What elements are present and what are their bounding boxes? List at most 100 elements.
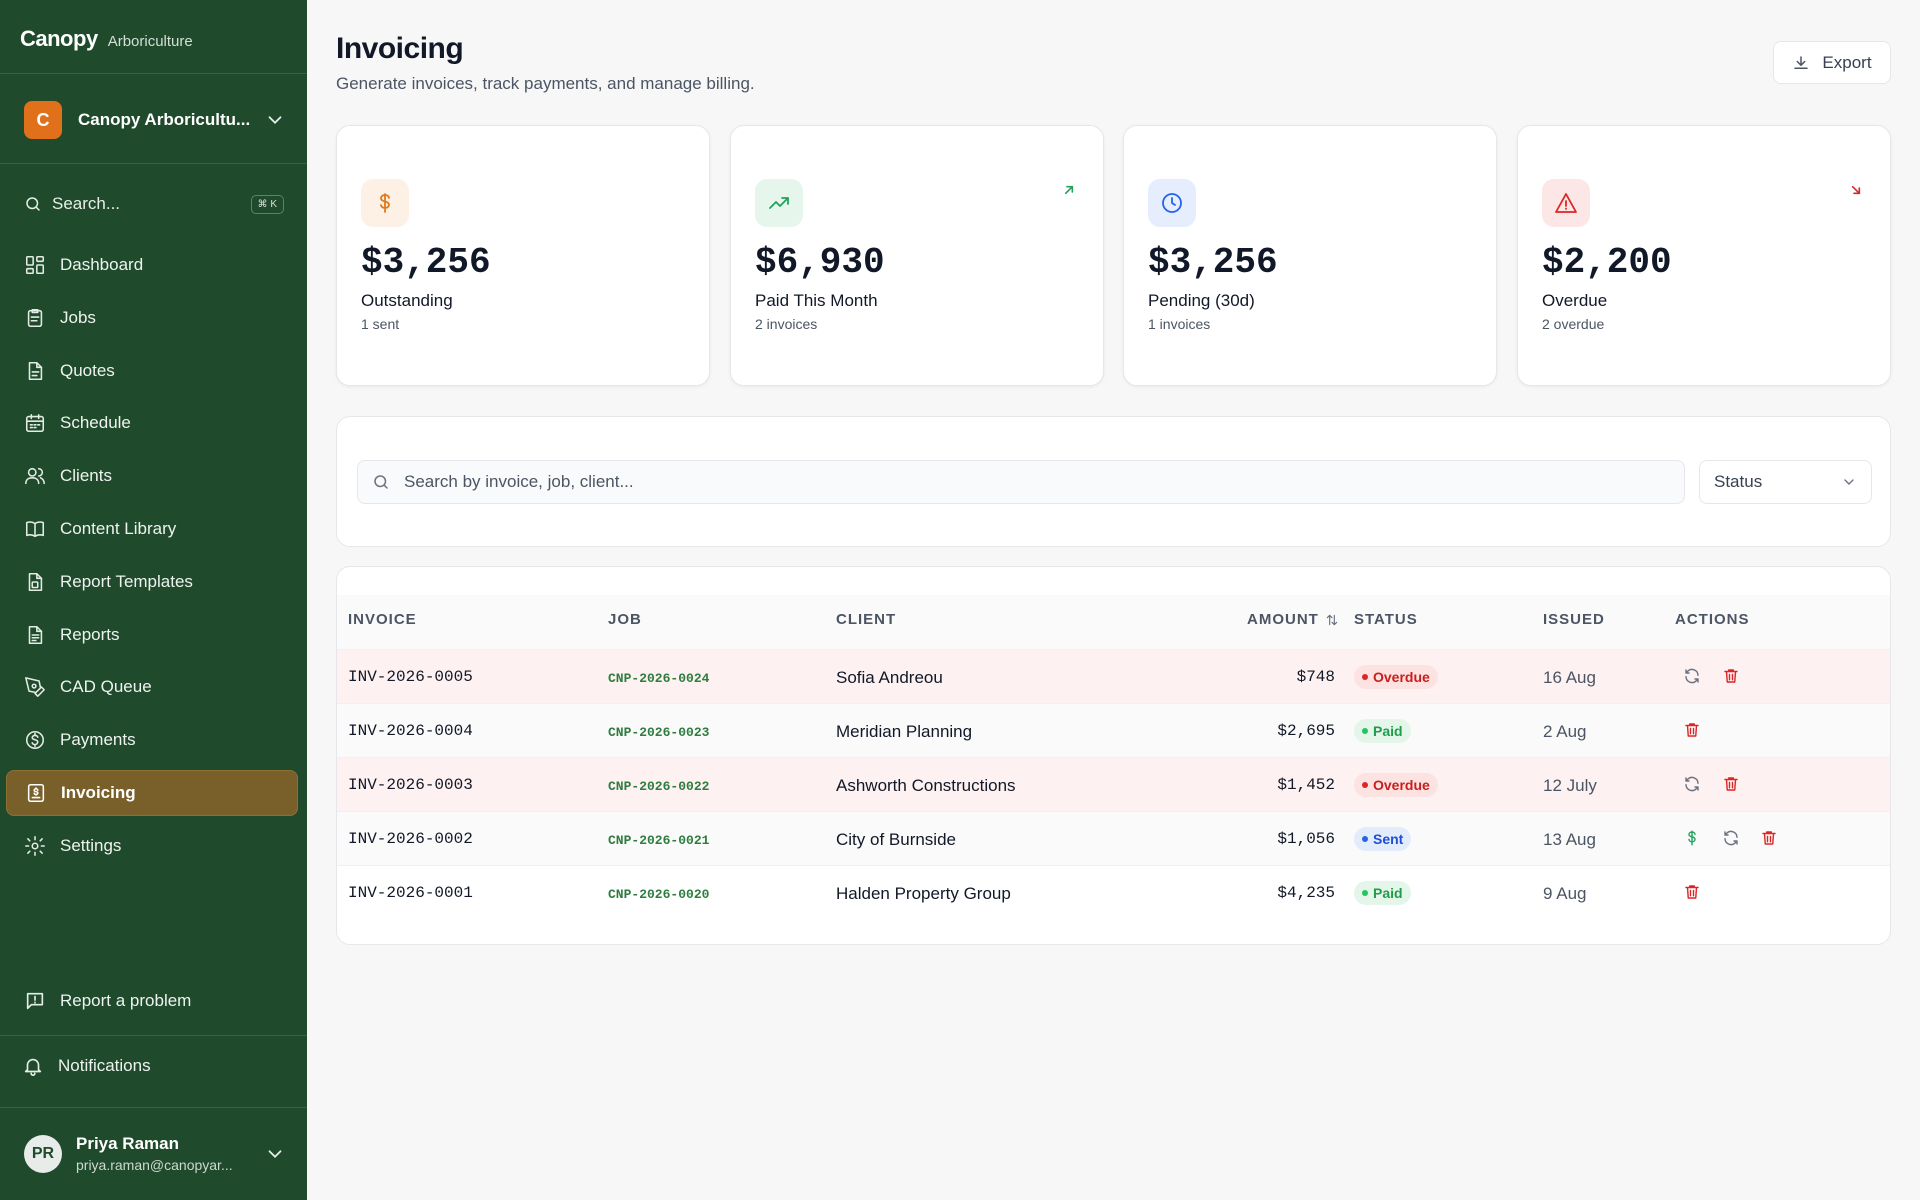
- user-email: priya.raman@canopyar...: [76, 1157, 233, 1173]
- chevron-down-icon: [1841, 474, 1857, 490]
- stat-value: $2,200: [1542, 242, 1672, 283]
- users-icon: [24, 465, 46, 487]
- user-menu[interactable]: PR Priya Raman priya.raman@canopyar...: [24, 1134, 286, 1173]
- status-badge-label: Overdue: [1373, 669, 1430, 685]
- clock-icon: [1148, 179, 1196, 227]
- issued-date: 2 Aug: [1543, 722, 1587, 741]
- invoice-number[interactable]: INV-2026-0005: [348, 668, 473, 686]
- sidebar-item-reports[interactable]: Reports: [6, 612, 298, 658]
- mark-paid-icon[interactable]: [1682, 828, 1702, 848]
- org-switcher[interactable]: C Canopy Arboricultu...: [24, 101, 286, 139]
- table-row[interactable]: INV-2026-0003 CNP-2026-0022 Ashworth Const…: [337, 757, 1890, 811]
- column-header-amount[interactable]: AMOUNT: [1247, 611, 1339, 628]
- sidebar-item-label: Settings: [60, 835, 122, 855]
- sort-icon: [1325, 613, 1339, 627]
- delete-icon[interactable]: [1682, 882, 1702, 902]
- job-number[interactable]: CNP-2026-0023: [608, 725, 710, 740]
- sidebar-item-report-templates[interactable]: Report Templates: [6, 559, 298, 605]
- sidebar-item-schedule[interactable]: Schedule: [6, 400, 298, 446]
- column-header-status[interactable]: STATUS: [1354, 611, 1418, 628]
- delete-icon[interactable]: [1721, 666, 1741, 686]
- status-badge-label: Overdue: [1373, 777, 1430, 793]
- dashboard-icon: [24, 254, 46, 276]
- divider: [0, 163, 307, 164]
- sidebar-item-label: Jobs: [60, 307, 96, 327]
- client-name: City of Burnside: [836, 830, 956, 849]
- invoice-amount: $748: [1296, 668, 1335, 686]
- calendar-icon: [24, 412, 46, 434]
- alert-triangle-icon: [1542, 179, 1590, 227]
- issued-date: 9 Aug: [1543, 884, 1587, 903]
- invoice-amount: $4,235: [1277, 884, 1335, 902]
- stat-card-pending-30d: $3,256 Pending (30d) 1 invoices: [1123, 125, 1497, 386]
- notifications-link[interactable]: Notifications: [6, 1043, 298, 1089]
- job-number[interactable]: CNP-2026-0020: [608, 887, 710, 902]
- delete-icon[interactable]: [1759, 828, 1779, 848]
- chevron-down-icon: [264, 1143, 286, 1165]
- issued-date: 12 July: [1543, 776, 1597, 795]
- sidebar-search[interactable]: Search... ⌘ K: [24, 190, 284, 218]
- brand[interactable]: Canopy Arboriculture: [20, 26, 193, 52]
- report-problem-link[interactable]: Report a problem: [6, 978, 298, 1024]
- avatar: PR: [24, 1134, 62, 1173]
- invoice-table: INVOICE JOB CLIENT AMOUNT STATUS ISSUED …: [336, 566, 1891, 945]
- status-badge: Overdue: [1354, 665, 1438, 689]
- resend-icon[interactable]: [1682, 666, 1702, 686]
- export-button[interactable]: Export: [1773, 41, 1891, 84]
- dollar-icon: [361, 179, 409, 227]
- client-name: Halden Property Group: [836, 884, 1011, 903]
- sidebar-item-clients[interactable]: Clients: [6, 453, 298, 499]
- delete-icon[interactable]: [1682, 720, 1702, 740]
- table-row[interactable]: INV-2026-0001 CNP-2026-0020 Halden Propert…: [337, 865, 1890, 919]
- issued-date: 13 Aug: [1543, 830, 1596, 849]
- sidebar-item-label: Content Library: [60, 519, 177, 538]
- sidebar-item-label: Dashboard: [60, 255, 144, 274]
- column-header-client[interactable]: CLIENT: [836, 611, 897, 628]
- invoice-number[interactable]: INV-2026-0002: [348, 830, 473, 848]
- status-filter-select[interactable]: Status: [1699, 460, 1872, 504]
- table-row[interactable]: INV-2026-0002 CNP-2026-0021 City of Burnsi…: [337, 811, 1890, 865]
- sidebar-item-label: Schedule: [60, 413, 131, 433]
- trending-up-icon: [755, 179, 803, 227]
- stat-value: $6,930: [755, 242, 885, 283]
- invoice-number[interactable]: INV-2026-0004: [348, 722, 473, 740]
- sidebar-item-invoicing[interactable]: Invoicing: [6, 770, 298, 816]
- status-badge: Overdue: [1354, 773, 1438, 797]
- invoice-number[interactable]: INV-2026-0001: [348, 884, 473, 902]
- sidebar-item-jobs[interactable]: Jobs: [6, 295, 298, 341]
- column-header-issued[interactable]: ISSUED: [1543, 611, 1605, 628]
- sidebar-item-content-library[interactable]: Content Library: [6, 506, 298, 552]
- divider: [0, 73, 307, 74]
- table-row[interactable]: INV-2026-0005 CNP-2026-0024 Sofia Andreou $…: [337, 649, 1890, 703]
- issued-date: 16 Aug: [1543, 668, 1596, 687]
- stat-value: $3,256: [361, 242, 491, 283]
- divider: [0, 1035, 307, 1036]
- sidebar-item-quotes[interactable]: Quotes: [6, 348, 298, 394]
- column-header-invoice[interactable]: INVOICE: [348, 611, 417, 628]
- sidebar-item-payments[interactable]: Payments: [6, 717, 298, 763]
- stat-value: $3,256: [1148, 242, 1278, 283]
- delete-icon[interactable]: [1721, 774, 1741, 794]
- table-row[interactable]: INV-2026-0004 CNP-2026-0023 Meridian Plann…: [337, 703, 1890, 757]
- pen-tool-icon: [24, 676, 46, 698]
- column-header-job[interactable]: JOB: [608, 611, 642, 628]
- job-number[interactable]: CNP-2026-0024: [608, 671, 710, 686]
- invoice-number[interactable]: INV-2026-0003: [348, 776, 473, 794]
- sidebar-item-cad-queue[interactable]: CAD Queue: [6, 664, 298, 710]
- invoice-search-input[interactable]: [404, 472, 1604, 492]
- resend-icon[interactable]: [1721, 828, 1741, 848]
- sidebar-item-dashboard[interactable]: Dashboard: [6, 242, 298, 288]
- job-number[interactable]: CNP-2026-0022: [608, 779, 710, 794]
- status-badge-label: Paid: [1373, 885, 1403, 901]
- org-name: Canopy Arboricultu...: [78, 110, 251, 129]
- column-header-actions: ACTIONS: [1675, 611, 1750, 628]
- org-avatar: C: [24, 101, 62, 139]
- invoice-amount: $1,056: [1277, 830, 1335, 848]
- stat-label: Paid This Month: [755, 291, 878, 310]
- sidebar-item-settings[interactable]: Settings: [6, 823, 298, 869]
- resend-icon[interactable]: [1682, 774, 1702, 794]
- job-number[interactable]: CNP-2026-0021: [608, 833, 710, 848]
- invoice-search[interactable]: [357, 460, 1685, 504]
- status-badge: Paid: [1354, 719, 1411, 743]
- stat-sub: 1 sent: [361, 316, 400, 332]
